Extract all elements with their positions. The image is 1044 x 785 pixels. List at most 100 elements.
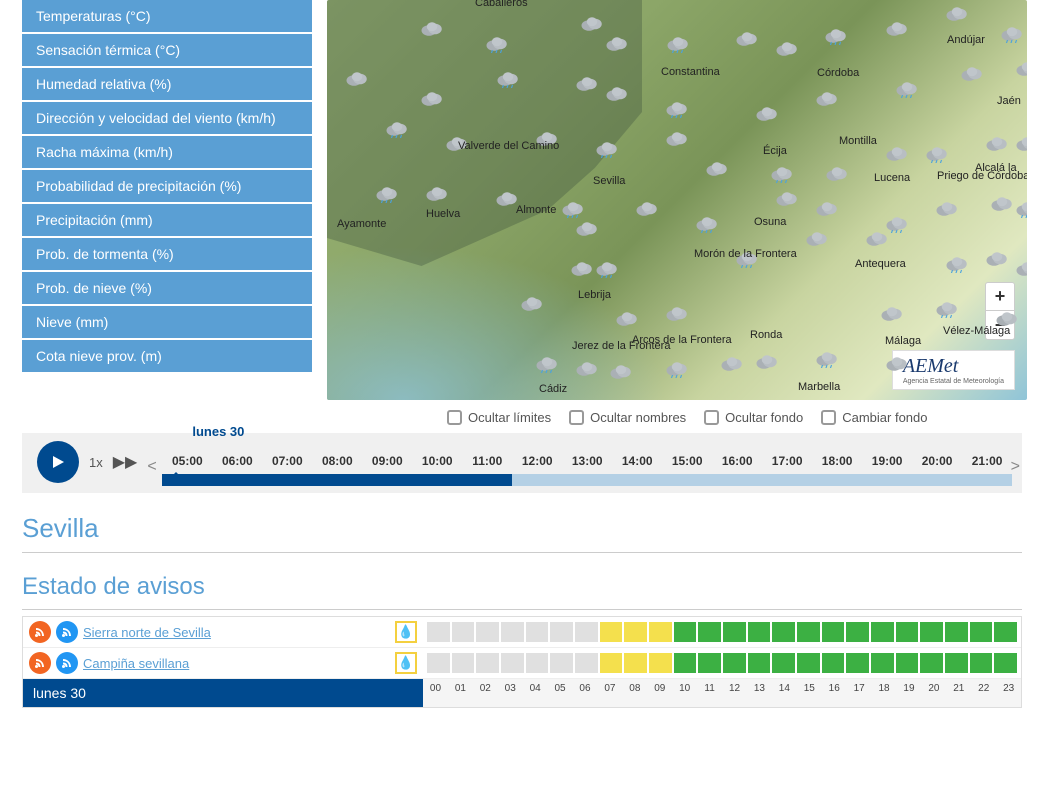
sidebar-item-7[interactable]: Prob. de tormenta (%) [22,238,312,270]
logo-brand: AEMet [903,355,1004,378]
sidebar-item-8[interactable]: Prob. de nieve (%) [22,272,312,304]
hour-label[interactable]: 08:00 [312,448,362,474]
cloud-icon [720,355,744,373]
city-label: Écija [763,145,787,157]
hour-label[interactable]: 13:00 [562,448,612,474]
checkbox-icon[interactable] [569,410,584,425]
city-label: Andújar [947,34,985,46]
map-option-1[interactable]: Ocultar nombres [569,410,686,425]
alert-cell [452,653,475,673]
sidebar-item-9[interactable]: Nieve (mm) [22,306,312,338]
timeline-next[interactable]: > [1011,458,1020,476]
timeline[interactable]: lunes 30 < > 05:0006:0007:0008:0009:0010… [152,448,1022,486]
hour-label[interactable]: 21:00 [962,448,1012,474]
weather-map[interactable]: + − AEMet Agencia Estatal de Meteorologí… [327,0,1027,400]
checkbox-icon[interactable] [821,410,836,425]
hour-label[interactable]: 10:00 [412,448,462,474]
sidebar-item-0[interactable]: Temperaturas (°C) [22,0,312,32]
hour-segment[interactable] [812,474,862,486]
alert-footer-hour: 21 [946,679,971,707]
hour-label[interactable]: 20:00 [912,448,962,474]
hour-label[interactable]: 11:00 [462,448,512,474]
map-option-label: Ocultar nombres [590,410,686,425]
hour-segment[interactable] [162,474,212,486]
rss-blue-icon[interactable] [56,621,78,643]
map-option-label: Ocultar fondo [725,410,803,425]
hour-label[interactable]: 12:00 [512,448,562,474]
map-option-2[interactable]: Ocultar fondo [704,410,803,425]
alert-cell [945,622,968,642]
cloud-icon [520,295,544,313]
checkbox-icon[interactable] [704,410,719,425]
hour-segment[interactable] [912,474,962,486]
zoom-in-button[interactable]: + [986,283,1014,311]
hour-segment[interactable] [212,474,262,486]
hour-segment[interactable] [712,474,762,486]
timeline-prev[interactable]: < [147,458,156,476]
fast-forward-button[interactable]: ▶▶ [113,452,138,472]
rss-orange-icon[interactable] [29,621,51,643]
sidebar-item-10[interactable]: Cota nieve prov. (m) [22,340,312,372]
sidebar-item-3[interactable]: Dirección y velocidad del viento (km/h) [22,102,312,134]
play-button[interactable] [37,441,79,483]
alert-footer-hour: 04 [523,679,548,707]
hour-segment[interactable] [612,474,662,486]
hour-label[interactable]: 14:00 [612,448,662,474]
alert-footer-hour: 02 [473,679,498,707]
alert-cell [772,622,795,642]
cloud-icon [609,363,633,381]
alert-footer-hour: 14 [772,679,797,707]
hour-label[interactable]: 15:00 [662,448,712,474]
cloud-icon [935,300,959,318]
rss-blue-icon[interactable] [56,652,78,674]
cloud-icon [1015,135,1027,153]
map-option-0[interactable]: Ocultar límites [447,410,551,425]
hour-segment[interactable] [562,474,612,486]
sidebar-item-4[interactable]: Racha máxima (km/h) [22,136,312,168]
hour-segment[interactable] [862,474,912,486]
alert-link[interactable]: Sierra norte de Sevilla [83,625,211,640]
hour-label[interactable]: 17:00 [762,448,812,474]
city-label: Málaga [885,335,921,347]
alert-cell [871,653,894,673]
alert-footer-hour: 18 [872,679,897,707]
cloud-icon [885,355,909,373]
sidebar-item-1[interactable]: Sensación térmica (°C) [22,34,312,66]
alert-cell [501,622,524,642]
alert-footer-hour: 01 [448,679,473,707]
alert-cell [945,653,968,673]
sidebar-item-2[interactable]: Humedad relativa (%) [22,68,312,100]
hour-label[interactable]: 06:00 [212,448,262,474]
hour-segment[interactable] [512,474,562,486]
hour-segment[interactable] [312,474,362,486]
hour-segment[interactable] [462,474,512,486]
hour-label[interactable]: 16:00 [712,448,762,474]
city-label: Montilla [839,135,877,147]
hour-segment[interactable] [662,474,712,486]
cloud-icon [990,195,1014,213]
sidebar-item-5[interactable]: Probabilidad de precipitación (%) [22,170,312,202]
hour-segment[interactable] [412,474,462,486]
cloud-icon [535,355,559,373]
rss-orange-icon[interactable] [29,652,51,674]
alert-footer-hour: 23 [996,679,1021,707]
hour-label[interactable]: 09:00 [362,448,412,474]
map-option-3[interactable]: Cambiar fondo [821,410,927,425]
alert-cell [575,622,598,642]
alert-footer-hour: 20 [921,679,946,707]
hour-segment[interactable] [762,474,812,486]
alert-footer-hours: 0001020304050607080910111213141516171819… [423,679,1021,707]
hour-label[interactable]: 07:00 [262,448,312,474]
sidebar-item-6[interactable]: Precipitación (mm) [22,204,312,236]
hour-label[interactable]: 19:00 [862,448,912,474]
alert-link[interactable]: Campiña sevillana [83,656,189,671]
cloud-icon [815,90,839,108]
hour-label[interactable]: 18:00 [812,448,862,474]
alert-cell [674,653,697,673]
cloud-icon [805,230,829,248]
hour-segment[interactable] [962,474,1012,486]
alert-cell [550,653,573,673]
hour-segment[interactable] [262,474,312,486]
hour-segment[interactable] [362,474,412,486]
checkbox-icon[interactable] [447,410,462,425]
